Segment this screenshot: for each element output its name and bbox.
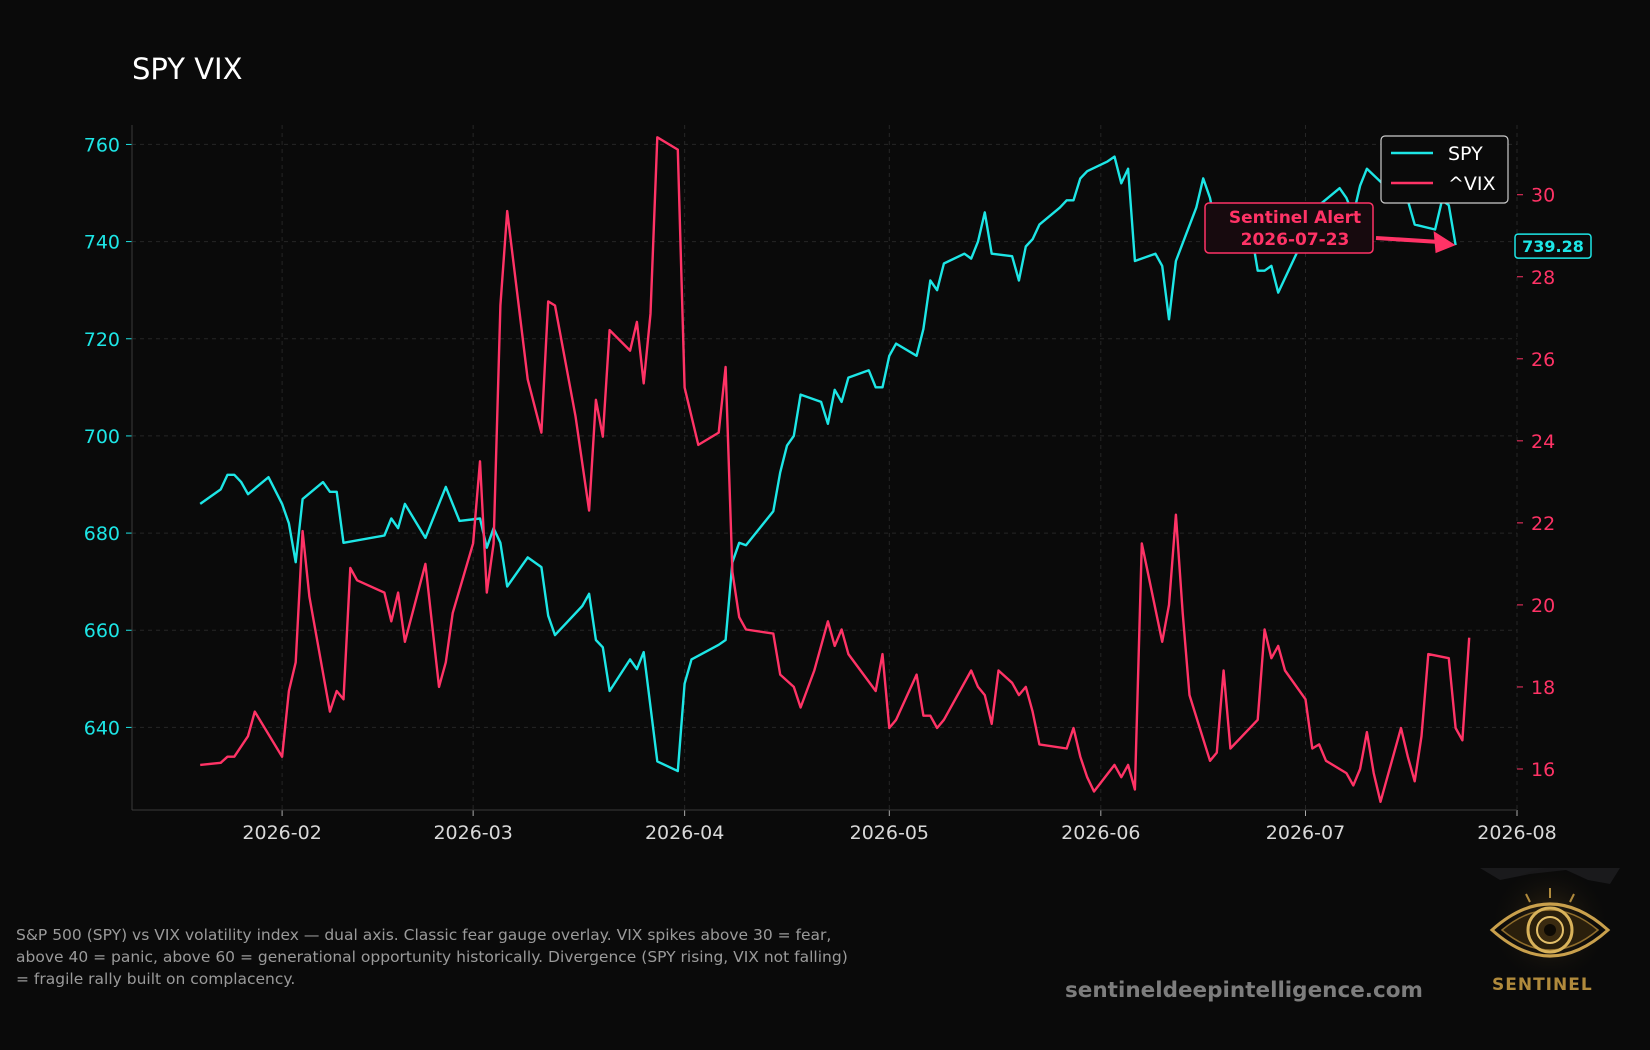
y-right-tick-label: 20 (1531, 595, 1555, 617)
y-left-tick-label: 680 (84, 523, 120, 545)
series-line-vix (200, 136, 1471, 803)
x-tick-label: 2026-06 (1061, 822, 1140, 844)
annotation-box (1204, 202, 1374, 254)
y-right-tick-label: 28 (1531, 267, 1555, 289)
legend-label: ^VIX (1448, 173, 1496, 195)
y-left-tick-label: 700 (84, 426, 120, 448)
y-right-tick-label: 16 (1531, 759, 1555, 781)
website-label: sentineldeepintelligence.com (1065, 978, 1423, 1003)
annotation-arrow-shaft (1375, 236, 1442, 245)
y-left-tick-label: 660 (84, 620, 120, 642)
y-right-tick-label: 18 (1531, 677, 1555, 699)
x-tick-label: 2026-02 (242, 822, 321, 844)
x-tick-label: 2026-07 (1266, 822, 1345, 844)
x-tick-label: 2026-05 (850, 822, 929, 844)
y-right-tick-label: 26 (1531, 349, 1555, 371)
legend-label: SPY (1448, 143, 1483, 165)
y-right-tick-label: 30 (1531, 185, 1555, 207)
annotation-title: Sentinel Alert (1229, 208, 1361, 228)
series-line-spy (199, 155, 1457, 773)
y-left-tick-label: 760 (84, 134, 120, 156)
y-left-tick-label: 720 (84, 329, 120, 351)
y-left-tick-label: 640 (84, 717, 120, 739)
chart-title: SPY VIX (132, 52, 243, 86)
last-value-label: 739.28 (1522, 237, 1584, 256)
y-right-tick-label: 22 (1531, 513, 1555, 535)
y-right-tick-label: 24 (1531, 431, 1555, 453)
series-layer (199, 136, 1471, 803)
last-value-badge (1514, 233, 1592, 259)
chart-caption: S&P 500 (SPY) vs VIX volatility index — … (16, 926, 848, 988)
annotation-date: 2026-07-23 (1241, 230, 1350, 250)
x-tick-label: 2026-03 (433, 822, 512, 844)
logo-text: SENTINEL (1492, 975, 1593, 995)
annotation-arrow-head (1433, 231, 1456, 254)
sentinel-eye-logo-icon (1480, 868, 1620, 992)
x-tick-label: 2026-08 (1477, 822, 1556, 844)
x-tick-label: 2026-04 (645, 822, 724, 844)
y-left-tick-label: 740 (84, 232, 120, 254)
axes: 640 660 680 700 720 740 760 16 18 20 22 24 26 28 30 202… (84, 125, 1557, 844)
legend: SPY ^VIX (1380, 135, 1509, 204)
